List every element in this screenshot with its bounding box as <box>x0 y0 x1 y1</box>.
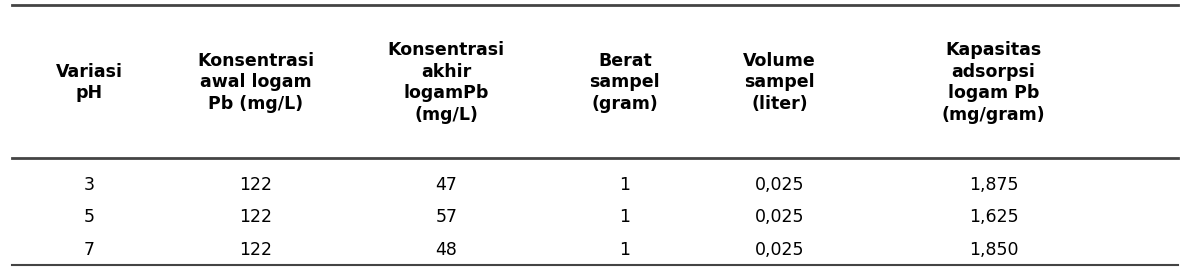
Text: 7: 7 <box>83 241 95 259</box>
Text: 47: 47 <box>436 176 457 194</box>
Text: 1: 1 <box>619 241 631 259</box>
Text: 57: 57 <box>436 208 457 226</box>
Text: 122: 122 <box>239 208 273 226</box>
Text: 1: 1 <box>619 176 631 194</box>
Text: 1,875: 1,875 <box>969 176 1019 194</box>
Text: 0,025: 0,025 <box>754 241 804 259</box>
Text: Kapasitas
adsorpsi
logam Pb
(mg/gram): Kapasitas adsorpsi logam Pb (mg/gram) <box>941 41 1046 124</box>
Text: 122: 122 <box>239 241 273 259</box>
Text: 0,025: 0,025 <box>754 176 804 194</box>
Text: 122: 122 <box>239 176 273 194</box>
Text: Volume
sampel
(liter): Volume sampel (liter) <box>743 52 816 113</box>
Text: 3: 3 <box>83 176 95 194</box>
Text: 5: 5 <box>83 208 95 226</box>
Text: Konsentrasi
awal logam
Pb (mg/L): Konsentrasi awal logam Pb (mg/L) <box>198 52 314 113</box>
Text: 48: 48 <box>436 241 457 259</box>
Text: 1: 1 <box>619 208 631 226</box>
Text: Berat
sampel
(gram): Berat sampel (gram) <box>589 52 660 113</box>
Text: 0,025: 0,025 <box>754 208 804 226</box>
Text: 1,625: 1,625 <box>969 208 1019 226</box>
Text: 1,850: 1,850 <box>969 241 1019 259</box>
Text: Variasi
pH: Variasi pH <box>56 63 123 102</box>
Text: Konsentrasi
akhir
logamPb
(mg/L): Konsentrasi akhir logamPb (mg/L) <box>388 41 505 124</box>
